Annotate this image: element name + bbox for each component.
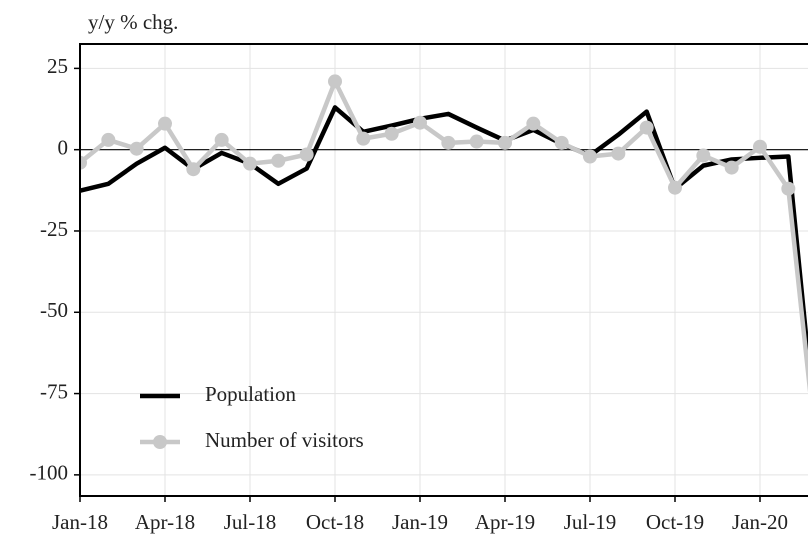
point [498, 135, 512, 150]
x-tick-label: Oct-18 [306, 510, 364, 534]
point [101, 132, 116, 147]
point [724, 160, 739, 175]
y-axis-label: y/y % chg. [88, 10, 178, 34]
x-tick-label: Jul-19 [564, 510, 617, 534]
y-tick-label: 0 [58, 135, 69, 159]
point [526, 116, 541, 131]
y-tick-label: -25 [40, 217, 68, 241]
point [639, 120, 654, 135]
point [328, 74, 342, 89]
point [384, 126, 399, 141]
y-tick-label: -50 [40, 298, 68, 322]
point [413, 115, 427, 130]
point [186, 162, 201, 177]
point [781, 181, 796, 196]
x-tick-label: Oct-19 [646, 510, 704, 534]
point [469, 134, 484, 149]
x-tick-label: Jan-20 [732, 510, 788, 534]
y-tick-label: -75 [40, 379, 68, 403]
point [214, 132, 229, 147]
x-tick-label: Jan-18 [52, 510, 108, 534]
point [611, 146, 626, 161]
point [696, 148, 711, 163]
point [583, 149, 597, 164]
y-tick-label: 25 [47, 54, 68, 78]
point [271, 153, 286, 168]
point [80, 155, 87, 170]
point [243, 156, 257, 171]
series-line [80, 79, 808, 393]
point [554, 135, 569, 150]
point [129, 141, 144, 156]
plot-frame [79, 43, 808, 497]
series-line [80, 105, 808, 378]
point [158, 116, 172, 131]
point [356, 131, 371, 146]
x-tick-label: Apr-18 [135, 510, 195, 534]
legend-label: Number of visitors [205, 428, 364, 452]
point [668, 180, 682, 195]
x-tick-label: Jan-19 [392, 510, 448, 534]
legend-marker [153, 435, 167, 449]
point [753, 139, 767, 154]
legend-label: Population [205, 382, 297, 406]
point [441, 135, 456, 150]
y-tick-label: -100 [30, 461, 69, 485]
x-tick-label: Apr-19 [475, 510, 535, 534]
point [299, 147, 314, 162]
x-tick-label: Jul-18 [224, 510, 277, 534]
